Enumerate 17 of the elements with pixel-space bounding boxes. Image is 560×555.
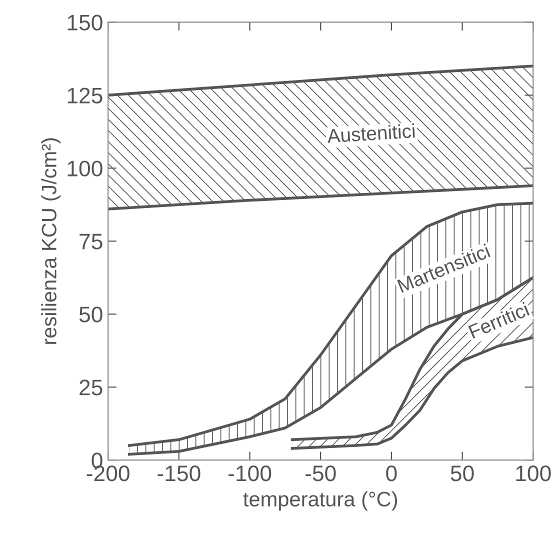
line-series xyxy=(108,184,534,210)
x-tick-label: 0 xyxy=(386,466,397,482)
line-series xyxy=(108,64,534,97)
x-tick-label: -150 xyxy=(158,466,200,482)
y-tick-label: 75 xyxy=(80,234,102,250)
y-tick-label: 125 xyxy=(68,88,102,104)
x-tick-label: -100 xyxy=(228,466,272,482)
x-tick-label: -50 xyxy=(306,466,336,482)
y-tick-label: 50 xyxy=(79,306,102,322)
y-tick-label: 25 xyxy=(80,380,102,396)
x-axis-title: temperatura (°C) xyxy=(243,491,397,511)
y-tick-label: 100 xyxy=(68,160,102,176)
text: Austenitici xyxy=(326,123,415,144)
x-tick-label: 50 xyxy=(450,466,474,482)
y-tick-label: 150 xyxy=(68,14,102,30)
x-tick-label: 100 xyxy=(516,466,551,482)
y-axis-title: resilienza KCU (J/cm²) xyxy=(41,138,61,344)
